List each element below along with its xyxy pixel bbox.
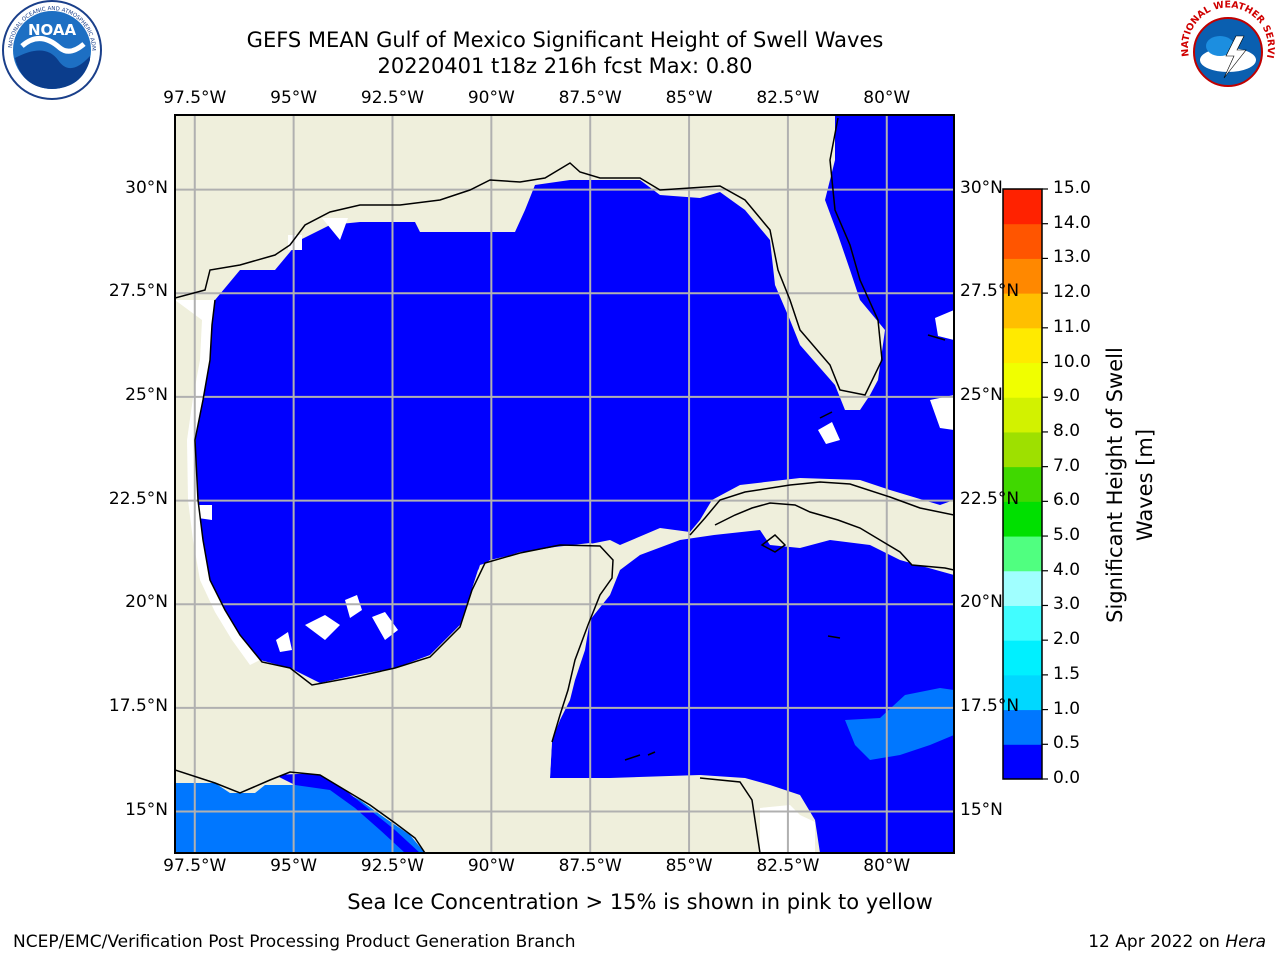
- colorbar-tick-label: 5.0: [1053, 525, 1081, 546]
- colorbar: [1003, 189, 1042, 780]
- lat-tick-label: 20°N: [960, 592, 1003, 613]
- lat-tick-label: 17.5°N: [960, 695, 1020, 716]
- colorbar-swatch: [1003, 466, 1042, 502]
- lat-tick-label: 22.5°N: [960, 488, 1020, 509]
- colorbar-swatch: [1003, 223, 1042, 259]
- water-swell-0.5-1.0m-pacific: [175, 783, 425, 853]
- water-swell-0-0.5m-pacific-edge: [275, 773, 420, 853]
- colorbar-frame: [1002, 188, 1043, 780]
- colorbar-swatch: [1003, 327, 1042, 364]
- colorbar-tick-label: 13.0: [1053, 247, 1091, 268]
- lon-tick-label: 85°W: [665, 88, 713, 108]
- chart-subtitle: 20220401 t18z 216h fcst Max: 0.80: [377, 54, 753, 78]
- map-area: [175, 115, 954, 853]
- colorbar-swatch: [1003, 431, 1042, 468]
- colorbar-tick-label: 10.0: [1053, 351, 1091, 372]
- lat-tick-label: 15°N: [960, 799, 1003, 820]
- colorbar-swatch: [1003, 536, 1042, 572]
- lon-tick-label: 82.5°W: [756, 88, 820, 108]
- colorbar-swatch: [1003, 570, 1042, 606]
- lon-tick-label: 80°W: [863, 88, 911, 108]
- lon-tick-label: 97.5°W: [163, 856, 227, 876]
- lon-tick-label: 95°W: [270, 856, 318, 876]
- lat-tick-label: 27.5°N: [108, 281, 168, 302]
- sea-ice-note: Sea Ice Concentration > 15% is shown in …: [347, 890, 933, 914]
- lon-tick-label: 95°W: [270, 88, 318, 108]
- lon-tick-label: 92.5°W: [360, 88, 425, 108]
- colorbar-tick-label: 9.0: [1053, 386, 1081, 407]
- coastlines: [175, 117, 954, 853]
- colorbar-tick-label: 8.0: [1053, 420, 1081, 441]
- date-text: 12 Apr 2022 on Hera: [1088, 932, 1266, 952]
- lat-tick-label: 22.5°N: [108, 488, 168, 509]
- lon-tick-label: 87.5°W: [558, 856, 622, 876]
- colorbar-swatch: [1003, 605, 1042, 641]
- nws-logo: NATIONAL WEATHER SERVICE: [1176, 0, 1278, 102]
- colorbar-swatch: [1003, 640, 1042, 676]
- colorbar-swatch: [1003, 258, 1042, 294]
- gridlines: [175, 115, 954, 853]
- lon-tick-label: 87.5°W: [558, 88, 622, 108]
- colorbar-tick-label: 1.0: [1053, 698, 1081, 719]
- lat-tick-label: 25°N: [960, 384, 1003, 405]
- lon-tick-label: 90°W: [467, 88, 515, 108]
- colorbar-title: Significant Height of Swell Waves [m]: [1103, 347, 1157, 623]
- colorbar-tick-label: 7.0: [1053, 455, 1081, 476]
- lat-tick-label: 30°N: [125, 177, 168, 198]
- lon-tick-label: 80°W: [863, 856, 911, 876]
- lon-tick-label: 82.5°W: [756, 856, 820, 876]
- colorbar-tick-label: 15.0: [1053, 178, 1091, 198]
- chart-title: GEFS MEAN Gulf of Mexico Significant Hei…: [246, 28, 884, 52]
- date-value: 12 Apr 2022 on: [1088, 932, 1226, 952]
- colorbar-swatch: [1003, 362, 1042, 398]
- colorbar-swatch: [1003, 674, 1042, 711]
- map-frame: [174, 114, 955, 854]
- colorbar-tick-label: 6.0: [1053, 490, 1081, 511]
- colorbar-swatch: [1003, 293, 1042, 329]
- coastal-no-data-fringe: [175, 300, 260, 665]
- colorbar-tick-label: 12.0: [1053, 282, 1091, 303]
- colorbar-swatch: [1003, 501, 1042, 537]
- colorbar-tick-label: 4.0: [1053, 559, 1081, 580]
- water-swell-0.5-1.0m-caribbean: [845, 688, 954, 760]
- colorbar-tick-label: 11.0: [1053, 316, 1091, 337]
- colorbar-swatch: [1003, 744, 1042, 780]
- colorbar-swatch: [1003, 709, 1042, 745]
- noaa-logo-text: NOAA: [28, 21, 77, 39]
- colorbar-tick-label: 1.5: [1053, 663, 1081, 684]
- colorbar-tick-label: 2.0: [1053, 629, 1081, 650]
- lat-tick-label: 15°N: [125, 799, 168, 820]
- lat-tick-label: 30°N: [960, 177, 1003, 198]
- colorbar-tick-label: 0.5: [1053, 733, 1081, 754]
- colorbar-tick-label: 14.0: [1053, 212, 1091, 233]
- water-swell-0-0.5m: [195, 115, 954, 853]
- colorbar-ticks: [1042, 188, 1048, 780]
- lon-tick-label: 92.5°W: [360, 856, 425, 876]
- colorbar-tick-label: 0.0: [1053, 768, 1081, 788]
- lon-tick-label: 97.5°W: [163, 88, 227, 108]
- lat-tick-label: 25°N: [125, 384, 168, 405]
- credit-text: NCEP/EMC/Verification Post Processing Pr…: [13, 932, 576, 952]
- colorbar-swatch: [1003, 189, 1042, 225]
- lat-tick-label: 27.5°N: [960, 281, 1020, 302]
- lat-tick-label: 17.5°N: [108, 695, 168, 716]
- colorbar-swatch: [1003, 397, 1042, 433]
- host-name: Hera: [1225, 932, 1266, 952]
- lon-tick-label: 85°W: [665, 856, 713, 876]
- land-cuba: [690, 482, 954, 570]
- lon-tick-label: 90°W: [467, 856, 515, 876]
- colorbar-tick-label: 3.0: [1053, 594, 1081, 615]
- noaa-logo: NOAA NATIONAL OCEANIC AND ATMOSPHERIC AD…: [0, 0, 102, 100]
- lat-tick-label: 20°N: [125, 592, 168, 613]
